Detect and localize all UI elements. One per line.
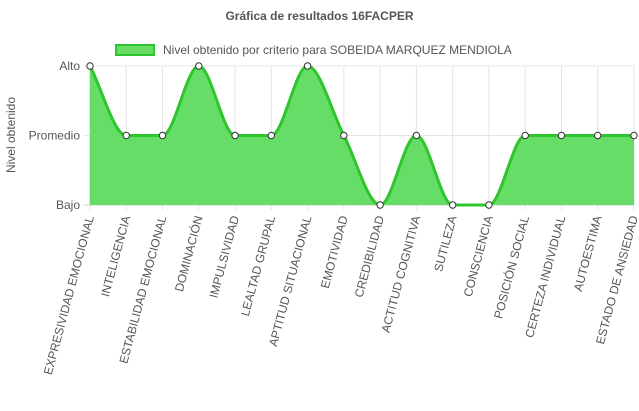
x-tick-label: INTELIGENCIA bbox=[98, 214, 133, 298]
data-point[interactable] bbox=[630, 131, 638, 140]
x-tick-label: CONSCIENCIA bbox=[461, 214, 496, 298]
legend-swatch bbox=[115, 44, 155, 56]
data-point[interactable] bbox=[303, 62, 312, 70]
x-tick-label: DOMINACIÓN bbox=[171, 214, 206, 293]
legend-label: Nivel obtenido por criterio para SOBEIDA… bbox=[163, 43, 512, 57]
data-point[interactable] bbox=[376, 201, 384, 209]
data-point[interactable] bbox=[594, 131, 602, 140]
x-tick-label: CREDIBILIDAD bbox=[352, 214, 387, 299]
data-point[interactable] bbox=[448, 201, 457, 209]
x-tick-label: POSICIÓN SOCIAL bbox=[490, 214, 532, 321]
x-tick-label: CERTEZA INDIVIDUAL bbox=[522, 214, 568, 339]
series-area bbox=[90, 66, 634, 205]
x-tick-label: ACTITUD COGNITIVA bbox=[379, 214, 424, 334]
x-tick-label: EXPRESIVIDAD EMOCIONAL bbox=[41, 214, 97, 376]
y-tick-label: Promedio bbox=[29, 129, 81, 143]
x-tick-label: AUTOESTIMA bbox=[571, 214, 605, 293]
series-line bbox=[88, 64, 634, 207]
x-tick-label: IMPULSIVIDAD bbox=[207, 214, 243, 300]
x-tick-label: SUTILEZA bbox=[431, 214, 459, 273]
y-tick-label: Alto bbox=[59, 59, 80, 73]
x-tick-label: LEALTAD GRUPAL bbox=[238, 214, 278, 318]
chart-title: Gráfica de resultados 16FACPER bbox=[225, 9, 414, 23]
data-point[interactable] bbox=[122, 131, 130, 140]
data-point[interactable] bbox=[86, 62, 94, 70]
data-point[interactable] bbox=[195, 62, 203, 70]
data-point[interactable] bbox=[485, 201, 493, 209]
data-point[interactable] bbox=[158, 131, 167, 140]
data-point[interactable] bbox=[557, 131, 566, 140]
data-point[interactable] bbox=[231, 131, 239, 140]
data-point[interactable] bbox=[340, 131, 348, 140]
data-point[interactable] bbox=[412, 131, 421, 140]
x-tick-label: EMOTIVIDAD bbox=[318, 214, 351, 290]
data-point[interactable] bbox=[267, 131, 276, 140]
legend[interactable]: Nivel obtenido por criterio para SOBEIDA… bbox=[115, 42, 512, 58]
data-point[interactable] bbox=[521, 131, 529, 140]
y-tick-label: Bajo bbox=[56, 198, 80, 212]
